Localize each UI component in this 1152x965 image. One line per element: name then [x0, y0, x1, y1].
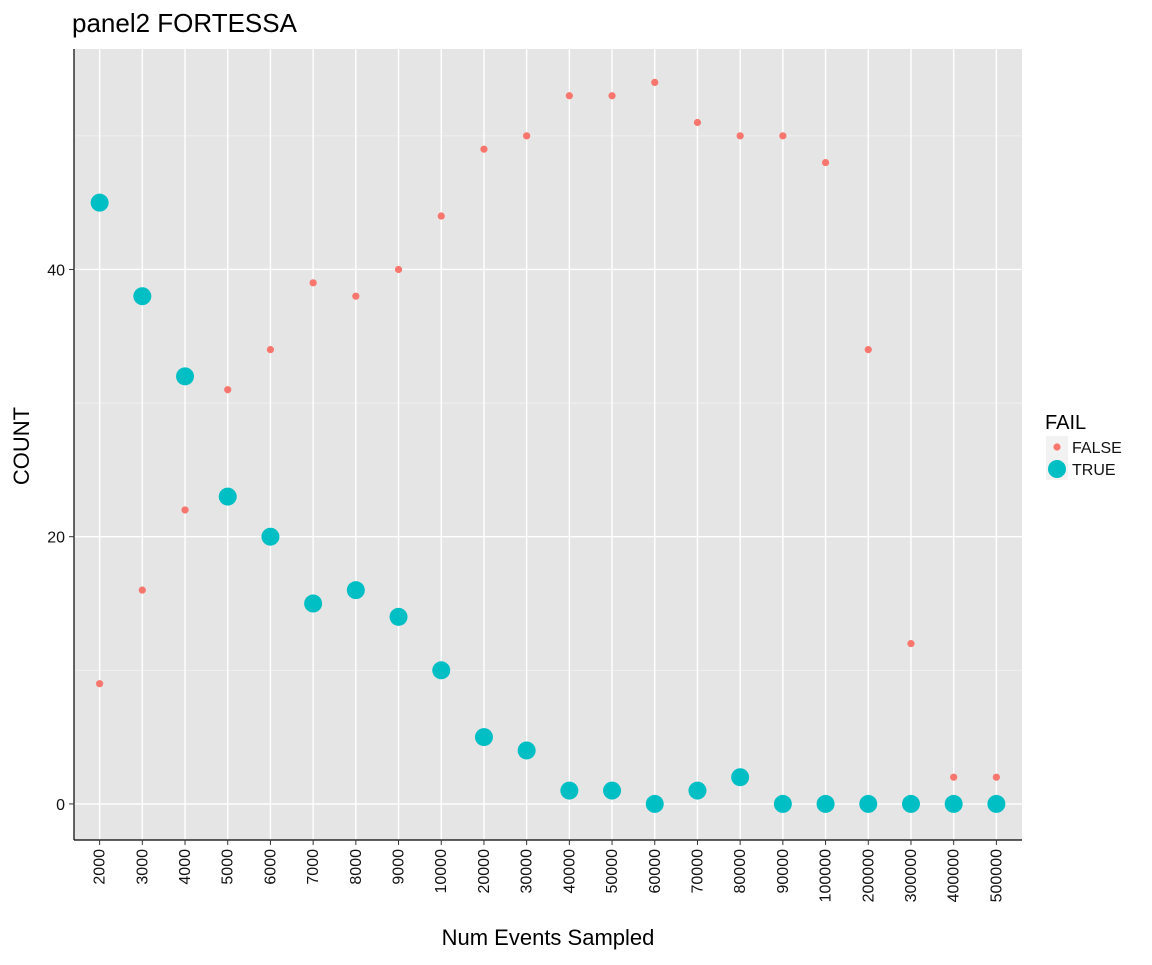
point-true: [176, 367, 195, 386]
point-false: [565, 92, 573, 100]
point-false: [523, 132, 531, 140]
x-axis-title: Num Events Sampled: [442, 925, 655, 950]
x-tick-label: 9000: [391, 849, 408, 885]
x-tick-label: 300000: [903, 849, 920, 902]
y-tick-label: 0: [56, 797, 65, 814]
point-false: [864, 346, 872, 354]
x-tick-label: 3000: [134, 849, 151, 885]
point-false: [352, 292, 360, 300]
point-true: [944, 794, 963, 813]
point-false: [266, 346, 275, 354]
point-false: [138, 586, 146, 594]
point-false: [651, 78, 659, 87]
point-true: [432, 661, 451, 680]
x-tick-label: 20000: [476, 849, 493, 894]
point-true: [603, 781, 622, 800]
minor-gridlines: [74, 135, 1022, 671]
x-tick-label: 70000: [689, 849, 706, 894]
point-true: [133, 287, 152, 306]
plot-panel: [74, 49, 1022, 840]
x-tick-label: 2000: [92, 849, 109, 885]
legend-key-true: [1048, 460, 1066, 478]
point-false: [693, 118, 702, 127]
x-tick-label: 200000: [860, 849, 877, 902]
legend-label-false: FALSE: [1072, 440, 1122, 457]
point-true: [90, 193, 109, 212]
point-false: [821, 158, 830, 167]
point-false: [608, 92, 616, 100]
point-false: [394, 265, 403, 274]
point-true: [688, 781, 707, 800]
point-false: [736, 132, 744, 140]
point-true: [731, 768, 750, 787]
x-tick-label: 5000: [220, 849, 237, 885]
x-tick-label: 100000: [818, 849, 835, 902]
x-axis-ticks: 2000 3000 4000 5000 6000 7000 8000 9000 10000 200…: [92, 840, 1005, 902]
legend-title: FAIL: [1045, 412, 1086, 434]
y-axis-ticks: 0 20 40: [47, 262, 74, 814]
point-true: [560, 781, 579, 800]
point-false: [96, 680, 104, 688]
y-tick-label: 20: [47, 530, 65, 547]
point-false: [907, 639, 915, 648]
point-true: [859, 794, 878, 813]
legend-key-false: [1053, 443, 1061, 451]
point-true: [304, 594, 323, 613]
x-tick-label: 7000: [305, 849, 322, 885]
y-axis-title: COUNT: [9, 407, 34, 485]
x-tick-label: 8000: [348, 849, 365, 885]
x-tick-label: 50000: [604, 849, 621, 894]
point-false: [480, 145, 488, 153]
x-tick-label: 30000: [519, 849, 536, 894]
x-tick-label: 500000: [988, 849, 1005, 902]
point-true: [218, 487, 237, 506]
point-true: [987, 794, 1006, 813]
point-false: [181, 506, 189, 514]
x-tick-label: 90000: [775, 849, 792, 894]
point-false: [437, 212, 445, 220]
data-points: [90, 78, 1006, 813]
legend-label-true: TRUE: [1072, 462, 1116, 479]
x-tick-label: 80000: [732, 849, 749, 894]
point-true: [901, 794, 920, 813]
point-true: [645, 794, 664, 813]
chart-title: panel2 FORTESSA: [72, 8, 298, 38]
x-tick-label: 10000: [433, 849, 450, 894]
point-true: [261, 527, 280, 546]
point-true: [773, 794, 792, 813]
legend: FAIL FALSE TRUE: [1045, 412, 1122, 480]
x-tick-label: 40000: [561, 849, 578, 894]
point-false: [779, 132, 787, 140]
y-tick-label: 40: [47, 262, 65, 279]
x-tick-label: 4000: [177, 849, 194, 885]
point-true: [389, 607, 408, 626]
point-false: [992, 773, 1000, 781]
x-tick-label: 400000: [946, 849, 963, 902]
point-false: [950, 773, 958, 781]
point-false: [224, 386, 232, 394]
x-tick-label: 6000: [262, 849, 279, 885]
point-true: [816, 794, 835, 813]
point-false: [309, 279, 317, 287]
point-true: [346, 581, 365, 600]
major-gridlines: [74, 49, 1022, 840]
x-tick-label: 60000: [647, 849, 664, 894]
point-true: [474, 728, 493, 747]
point-true: [517, 741, 536, 760]
